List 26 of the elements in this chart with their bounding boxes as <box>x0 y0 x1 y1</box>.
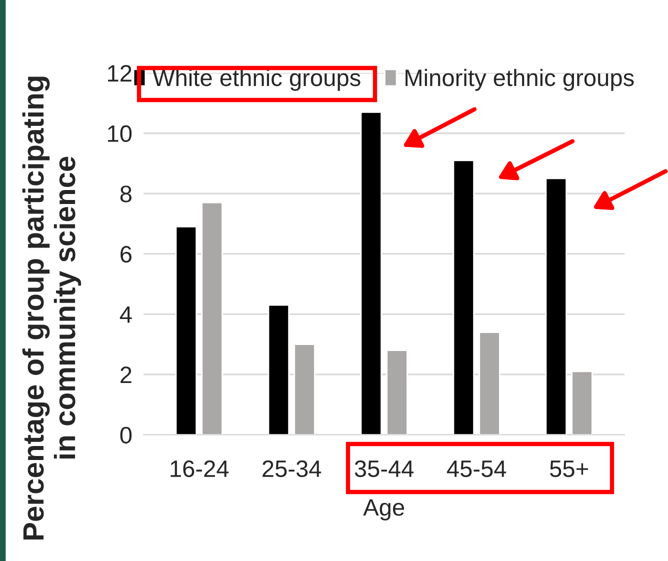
legend-label: Minority ethnic groups <box>406 68 634 91</box>
y-tick-label: 10 <box>108 125 132 142</box>
bar <box>452 160 475 435</box>
bar <box>571 370 593 435</box>
x-tick-label: 25-34 <box>262 460 322 478</box>
bar <box>478 332 500 435</box>
x-tick-label: 55+ <box>550 460 588 478</box>
bar <box>175 226 198 435</box>
y-tick-label: 8 <box>120 186 132 202</box>
bar <box>294 344 316 435</box>
y-axis-title: Percentage of group participating in community science <box>22 76 82 540</box>
bar <box>201 202 223 435</box>
x-tick-label: 35-44 <box>354 460 414 478</box>
y-tick-label: 12 <box>108 65 132 82</box>
y-tick-label: 2 <box>120 366 132 384</box>
bar <box>360 111 382 435</box>
x-tick-label: 16-24 <box>170 460 229 478</box>
bar <box>386 350 408 435</box>
x-axis-title: Age <box>363 499 404 520</box>
x-tick-label: 45-54 <box>446 460 506 478</box>
y-tick-label: 6 <box>120 246 132 263</box>
y-tick-label: 0 <box>120 426 132 444</box>
bar <box>268 304 290 435</box>
legend-label: White ethnic groups <box>152 68 360 91</box>
y-tick-label: 4 <box>120 306 132 323</box>
bar <box>545 178 568 435</box>
